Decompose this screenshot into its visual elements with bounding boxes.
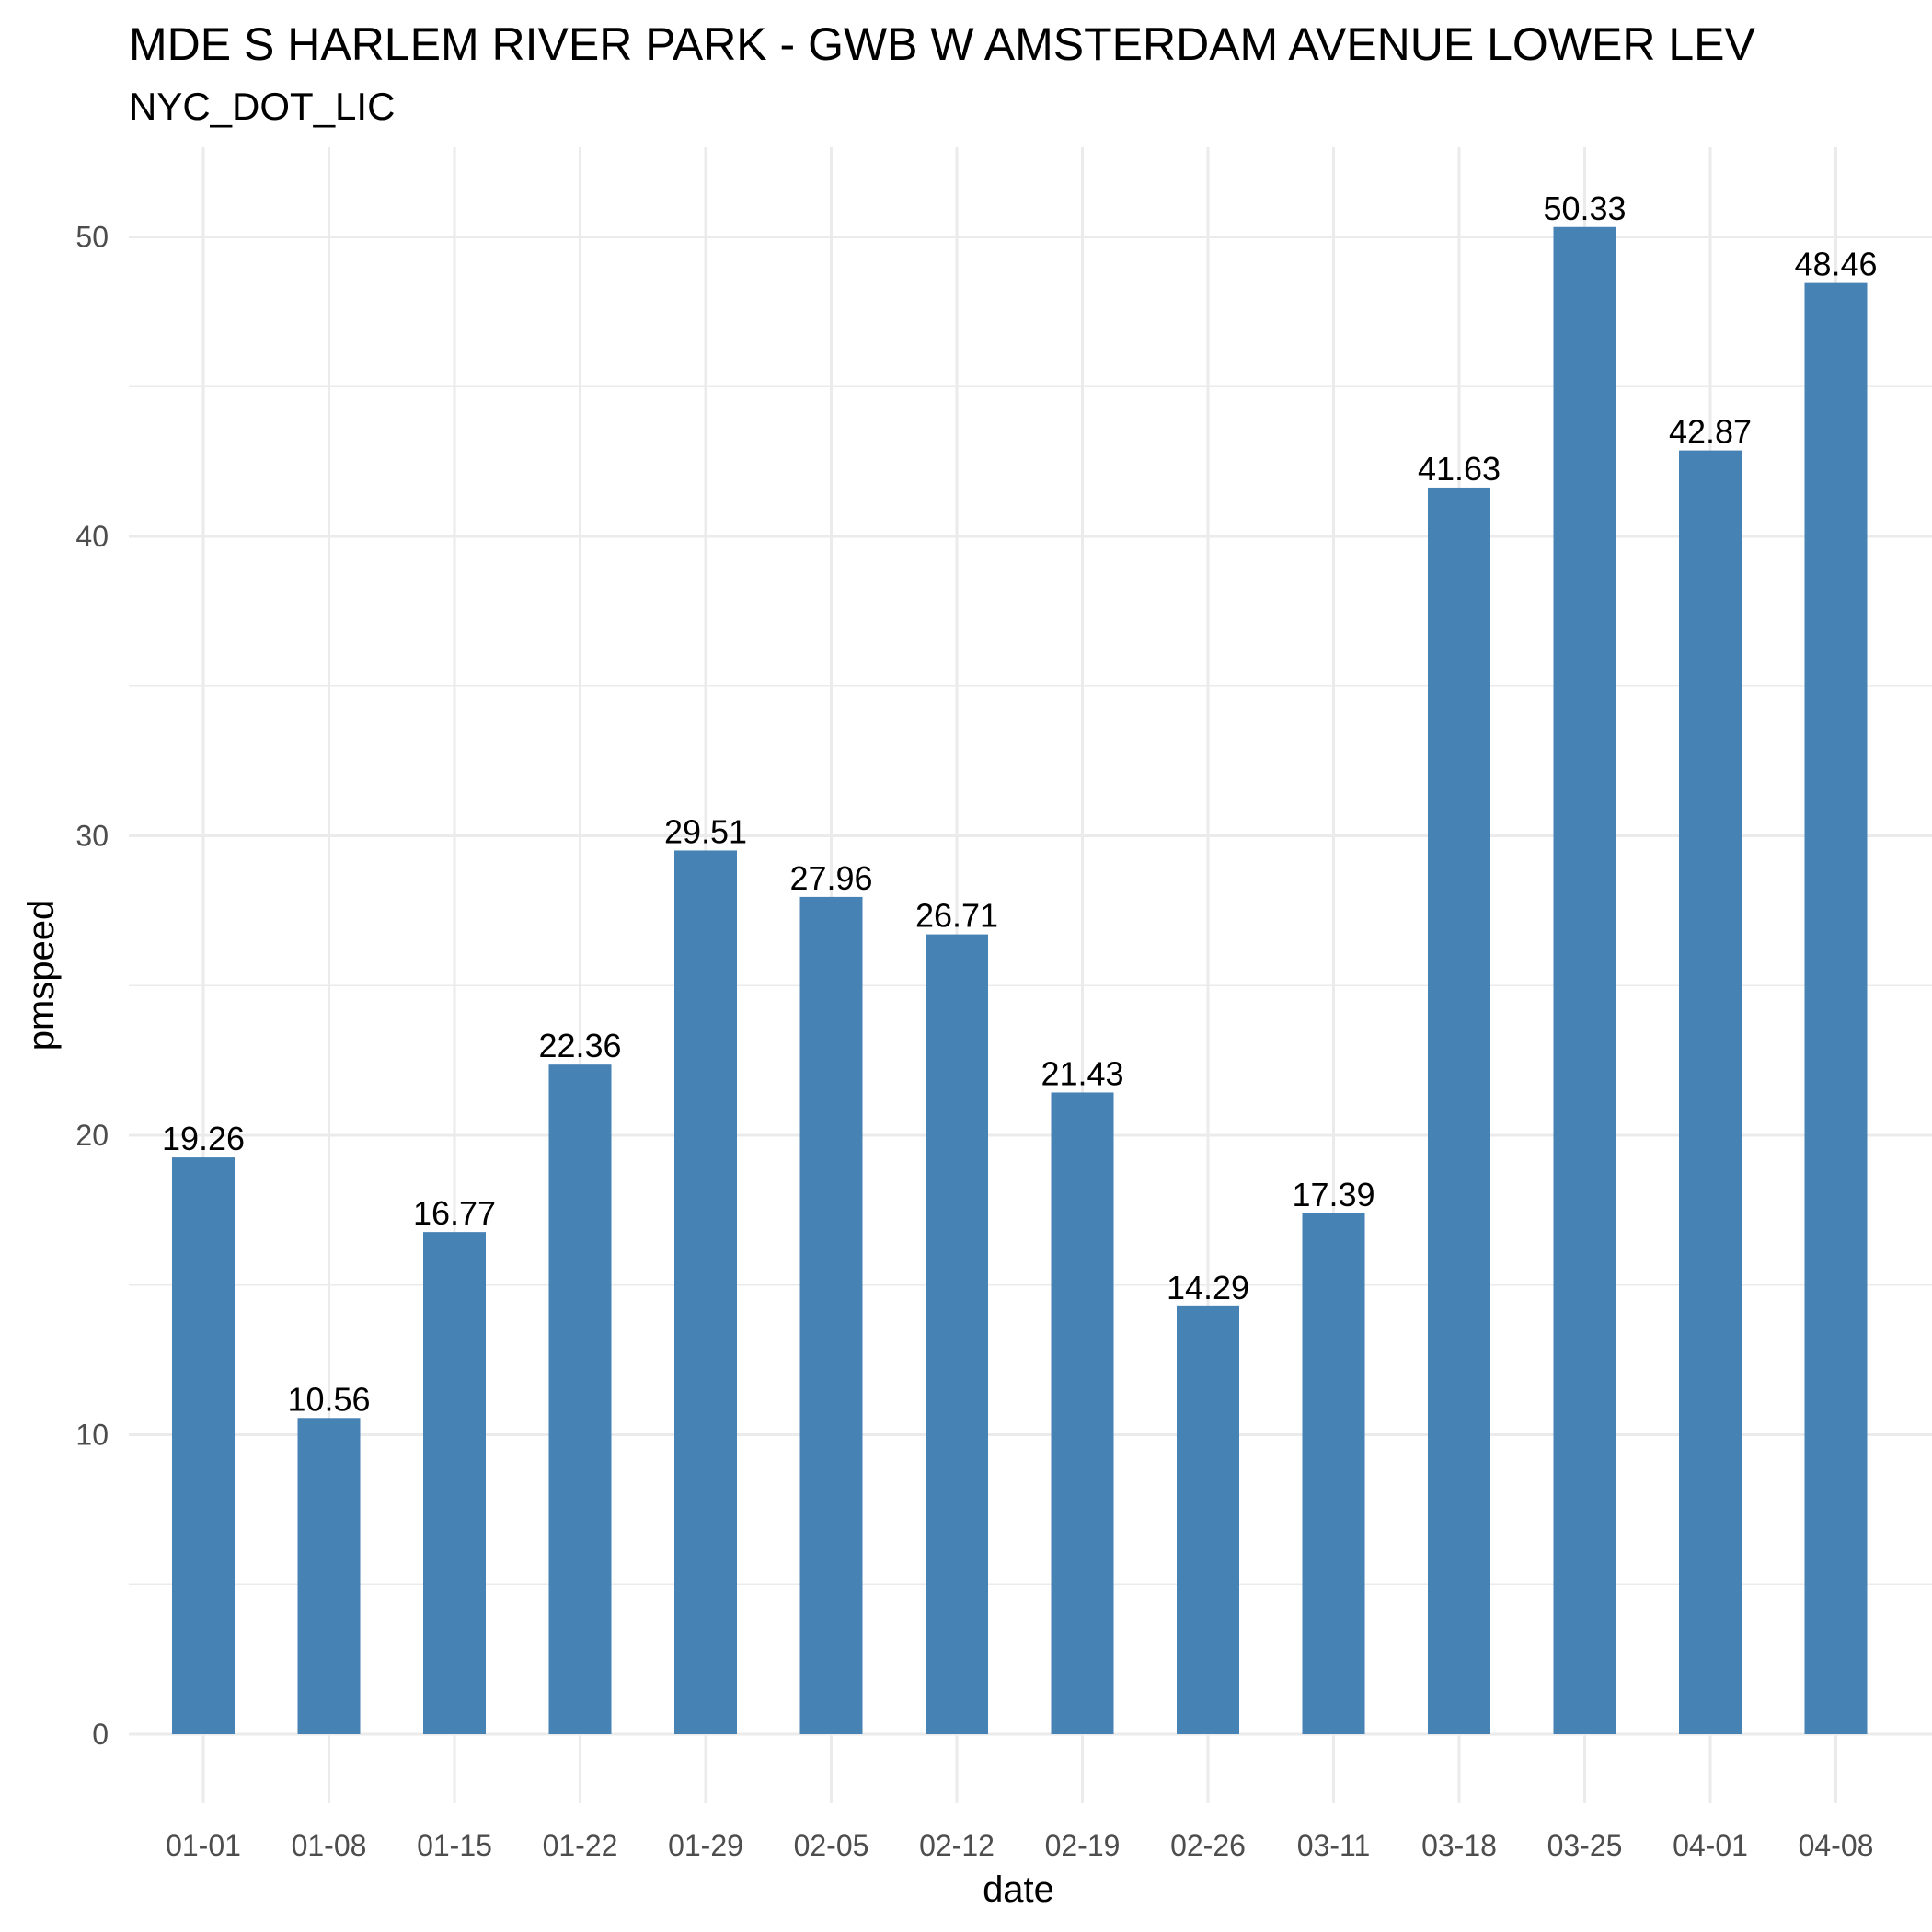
bar (297, 1418, 361, 1734)
x-axis-ticks: 01-01 01-08 01-15 01-22 01-29 02-05 02-12 02-19… (166, 1829, 1873, 1862)
data-labels: 19.26 10.56 16.77 22.36 29.51 27.96 26.71 21.43… (162, 190, 1878, 1419)
bar (1302, 1213, 1365, 1734)
data-label: 10.56 (287, 1380, 370, 1418)
data-label: 17.39 (1292, 1176, 1374, 1213)
bar (674, 850, 737, 1734)
x-tick-label: 01-15 (417, 1829, 492, 1862)
x-tick-label: 02-26 (1170, 1829, 1246, 1862)
chart-subtitle: NYC_DOT_LIC (129, 85, 396, 128)
data-label: 29.51 (664, 812, 747, 850)
y-tick-label: 20 (75, 1119, 109, 1152)
x-tick-label: 04-08 (1799, 1829, 1874, 1862)
x-axis-title: date (983, 1869, 1054, 1910)
bar (1679, 450, 1742, 1734)
data-label: 48.46 (1794, 246, 1877, 283)
data-label: 41.63 (1418, 450, 1501, 488)
data-label: 50.33 (1543, 190, 1626, 227)
x-tick-label: 02-05 (794, 1829, 869, 1862)
y-axis-title: pmspeed (21, 900, 62, 1052)
y-tick-label: 0 (92, 1718, 109, 1751)
data-label: 27.96 (789, 859, 872, 897)
x-tick-label: 02-19 (1045, 1829, 1121, 1862)
y-tick-label: 40 (75, 520, 109, 553)
bar (548, 1064, 612, 1734)
y-tick-label: 50 (75, 221, 109, 254)
data-label: 19.26 (162, 1120, 245, 1157)
bars (172, 226, 1868, 1735)
bar (1553, 226, 1616, 1734)
x-tick-label: 03-25 (1547, 1829, 1623, 1862)
data-label: 42.87 (1669, 413, 1752, 451)
bar (799, 896, 863, 1734)
data-label: 16.77 (413, 1194, 496, 1232)
x-tick-label: 04-01 (1673, 1829, 1748, 1862)
x-tick-label: 01-08 (292, 1829, 367, 1862)
data-label: 21.43 (1041, 1054, 1123, 1092)
x-tick-label: 01-01 (166, 1829, 241, 1862)
data-label: 22.36 (538, 1027, 621, 1064)
bar (1428, 487, 1490, 1734)
y-tick-label: 30 (75, 820, 109, 853)
x-tick-label: 03-11 (1297, 1829, 1370, 1862)
chart-title: MDE S HARLEM RIVER PARK - GWB W AMSTERDA… (129, 18, 1755, 70)
x-tick-label: 03-18 (1421, 1829, 1497, 1862)
x-tick-label: 01-29 (668, 1829, 743, 1862)
y-tick-label: 10 (75, 1419, 109, 1452)
data-label: 14.29 (1167, 1269, 1249, 1306)
bar (423, 1232, 486, 1734)
grid-lines (129, 147, 1932, 1803)
bar (172, 1157, 235, 1734)
x-tick-label: 02-12 (919, 1829, 995, 1862)
y-axis-ticks: 0 10 20 30 40 50 (75, 221, 109, 1752)
bar (926, 934, 988, 1734)
bar (1804, 282, 1868, 1735)
bar (1177, 1305, 1239, 1734)
data-label: 26.71 (915, 897, 998, 935)
bar (1051, 1092, 1114, 1734)
x-tick-label: 01-22 (543, 1829, 618, 1862)
